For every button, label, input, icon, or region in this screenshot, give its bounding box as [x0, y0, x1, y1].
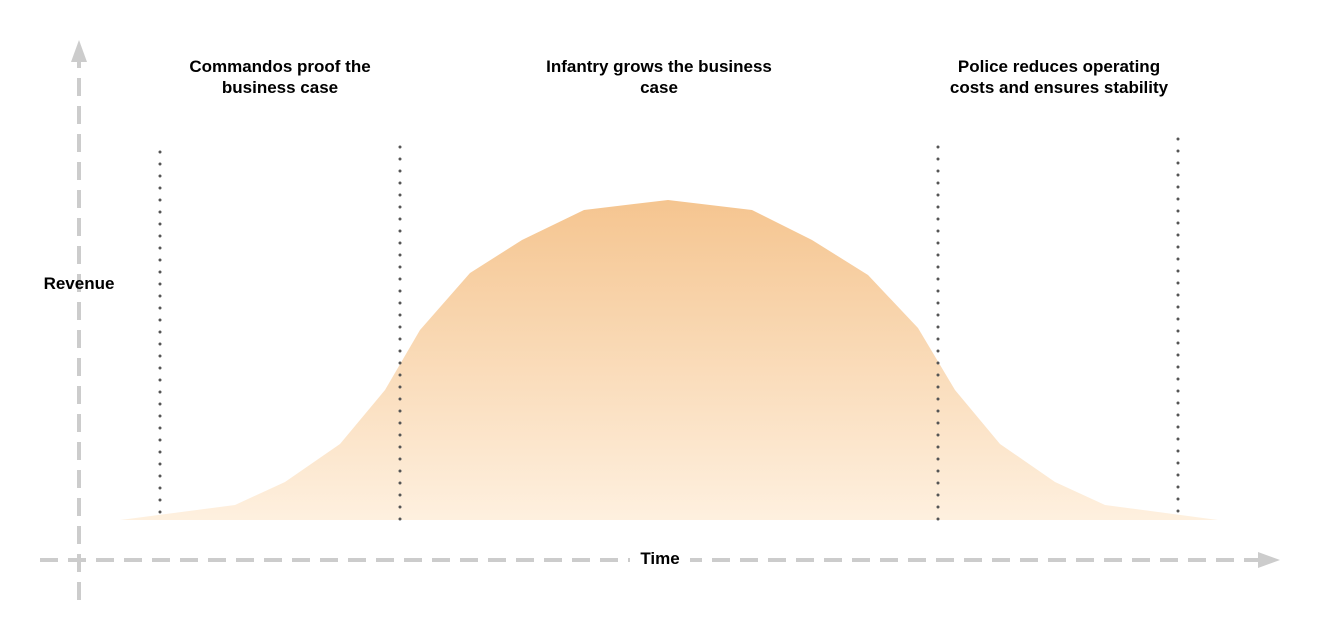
y-axis-label: Revenue [43, 274, 115, 293]
phase-label-commandos: Commandos proof the business case [189, 57, 371, 97]
x-axis-arrow-icon [1258, 552, 1280, 568]
revenue-curve [120, 200, 1218, 520]
y-axis-arrow-icon [71, 40, 87, 62]
x-axis-label: Time [630, 548, 690, 569]
phase-label-police: Police reduces operating costs and ensur… [949, 57, 1169, 97]
phase-label-infantry: Infantry grows the business case [546, 57, 772, 97]
